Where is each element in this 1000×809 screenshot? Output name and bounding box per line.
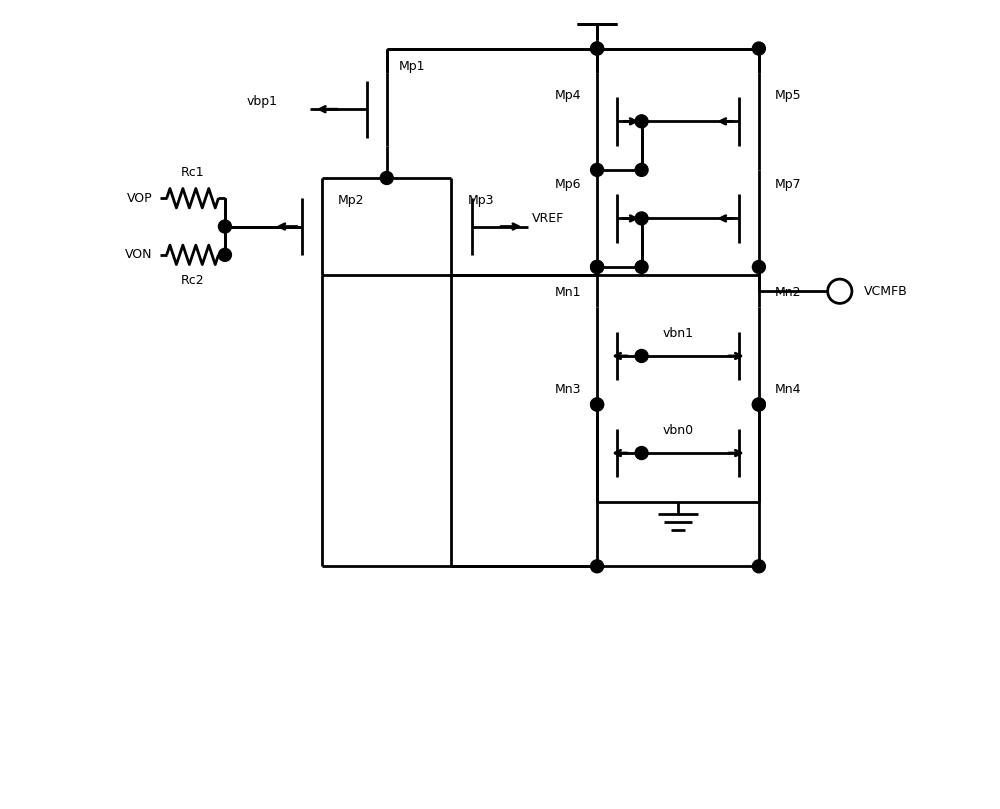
Circle shape xyxy=(591,398,604,411)
Circle shape xyxy=(591,42,604,55)
Text: VREF: VREF xyxy=(532,212,565,225)
Text: VOP: VOP xyxy=(127,192,152,205)
Text: Mn2: Mn2 xyxy=(775,286,802,299)
Circle shape xyxy=(635,447,648,460)
Text: VON: VON xyxy=(125,248,152,261)
Circle shape xyxy=(218,248,231,261)
Circle shape xyxy=(591,260,604,273)
Text: Rc2: Rc2 xyxy=(181,274,204,287)
Circle shape xyxy=(635,349,648,362)
Text: Mn4: Mn4 xyxy=(775,383,802,396)
Circle shape xyxy=(752,398,765,411)
Circle shape xyxy=(591,42,604,55)
Circle shape xyxy=(635,163,648,176)
Text: vbp1: vbp1 xyxy=(247,95,278,108)
Text: Mp2: Mp2 xyxy=(338,194,365,207)
Text: Mp1: Mp1 xyxy=(399,60,425,73)
Text: Mp7: Mp7 xyxy=(775,178,802,191)
Circle shape xyxy=(380,172,393,184)
Circle shape xyxy=(591,560,604,573)
Text: Mp3: Mp3 xyxy=(468,194,494,207)
Circle shape xyxy=(591,260,604,273)
Text: vbn0: vbn0 xyxy=(662,424,694,437)
Circle shape xyxy=(752,560,765,573)
Circle shape xyxy=(218,220,231,233)
Text: Mp6: Mp6 xyxy=(554,178,581,191)
Text: Rc1: Rc1 xyxy=(181,166,204,179)
Text: Mn1: Mn1 xyxy=(554,286,581,299)
Text: VCMFB: VCMFB xyxy=(864,285,908,298)
Circle shape xyxy=(635,212,648,225)
Text: Mp5: Mp5 xyxy=(775,89,802,102)
Text: Mn3: Mn3 xyxy=(554,383,581,396)
Text: vbn1: vbn1 xyxy=(662,327,693,340)
Circle shape xyxy=(752,260,765,273)
Circle shape xyxy=(635,115,648,128)
Circle shape xyxy=(591,398,604,411)
Circle shape xyxy=(635,260,648,273)
Circle shape xyxy=(752,42,765,55)
Circle shape xyxy=(752,398,765,411)
Text: Mp4: Mp4 xyxy=(554,89,581,102)
Circle shape xyxy=(591,163,604,176)
